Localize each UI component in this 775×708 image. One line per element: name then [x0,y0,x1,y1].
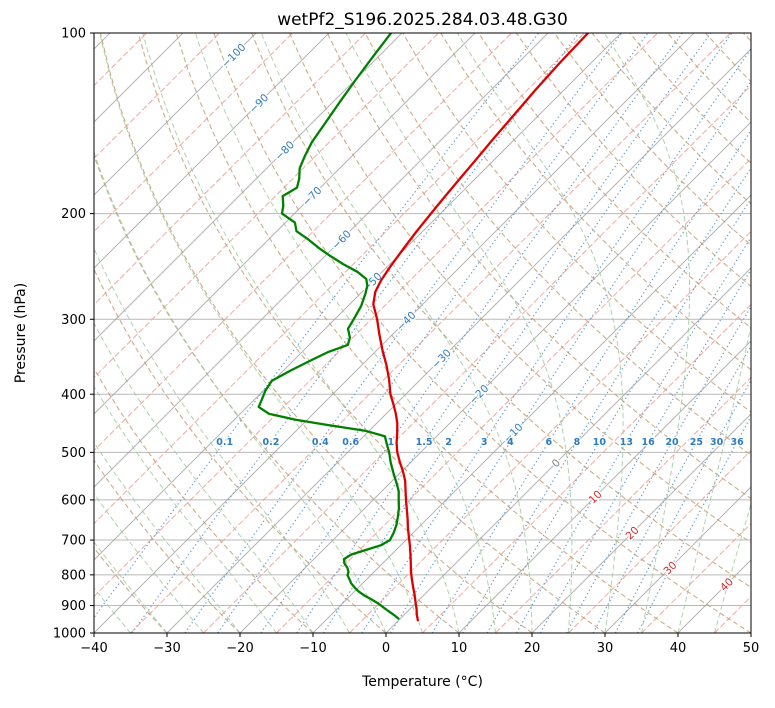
x-tick-label: 50 [743,641,760,656]
isotherm-label: 10 [587,488,605,506]
isotherm-label: −90 [247,92,271,116]
pressure-gridlines [94,33,751,633]
mixing-ratio-label: 30 [710,437,724,448]
y-tick-label: 400 [61,388,86,403]
mixing-ratio-label: 0.1 [216,437,233,448]
x-tick-label: −10 [299,641,326,656]
mixing-ratio-label: 0.6 [342,437,359,448]
mixing-ratio-lines [94,33,751,633]
y-tick-label: 500 [61,446,86,461]
isotherms [94,33,751,633]
y-tick-label: 100 [61,27,86,42]
isotherm-label: 0 [550,457,563,470]
mixing-ratio-label: 4 [507,437,514,448]
plot-area: −100−90−80−70−60−50−40−30−20−10010203040… [94,33,751,633]
mixing-ratio-label: 16 [642,437,656,448]
mixing-ratio-label: 25 [690,437,703,448]
mixing-ratio-labels: 0.1 0.2 0.4 0.6 1 1.5 2 3 4 6 8 10 13 16 20 25 30 36 [215,436,745,450]
mixing-ratio-label: 36 [730,437,744,448]
x-tick-label: −20 [226,641,253,656]
mixing-ratio-label: 0.2 [263,437,280,448]
y-tick-label: 900 [61,599,86,614]
mixing-ratio-label: 1.5 [416,437,433,448]
y-tick-label: 300 [61,313,86,328]
mixing-ratio-label: 1 [387,437,394,448]
y-tick-label: 800 [61,568,86,583]
x-tick-label: 40 [670,641,687,656]
mixing-ratio-label: 10 [593,437,607,448]
moist-adiabats [94,33,751,633]
mixing-ratio-label: 3 [481,437,488,448]
mixing-ratio-label: 0.4 [312,437,329,448]
isotherm-label: −20 [467,383,491,407]
mixing-ratio-label: 6 [546,437,553,448]
mixing-ratio-label: 20 [665,437,679,448]
isotherm-label: −30 [430,347,454,371]
isotherm-label: −70 [300,185,324,209]
isotherm-label: −80 [273,139,297,163]
x-tick-label: 10 [451,641,468,656]
x-tick-label: −30 [153,641,180,656]
x-axis-label: Temperature (°C) [362,674,483,690]
dry-adiabats [94,33,751,633]
mixing-ratio-label: 2 [445,437,452,448]
dewpoint-line [257,33,401,620]
isotherm-label: −40 [394,309,418,333]
x-tick-label: 30 [597,641,614,656]
mixing-ratio-label: 8 [574,437,581,448]
chart-title: wetPf2_S196.2025.284.03.48.G30 [277,10,568,30]
x-tick-label: 20 [524,641,541,656]
x-tick-label: 0 [382,641,390,656]
isotherm-label: −100 [220,41,249,70]
x-tick-label: −40 [80,641,107,656]
isotherm-label: 40 [718,576,736,594]
y-axis-label: Pressure (hPa) [13,282,29,384]
mixing-ratio-label: 13 [620,437,633,448]
temperature-line [372,33,590,622]
isotherm-label: −60 [330,228,354,252]
y-tick-label: 600 [61,493,86,508]
axes: −40 −30 −20 −10 0 10 20 30 40 5010020030040050060… [53,27,759,656]
y-tick-label: 200 [61,207,86,222]
y-tick-label: 700 [61,534,86,549]
y-tick-label: 1000 [53,627,86,642]
